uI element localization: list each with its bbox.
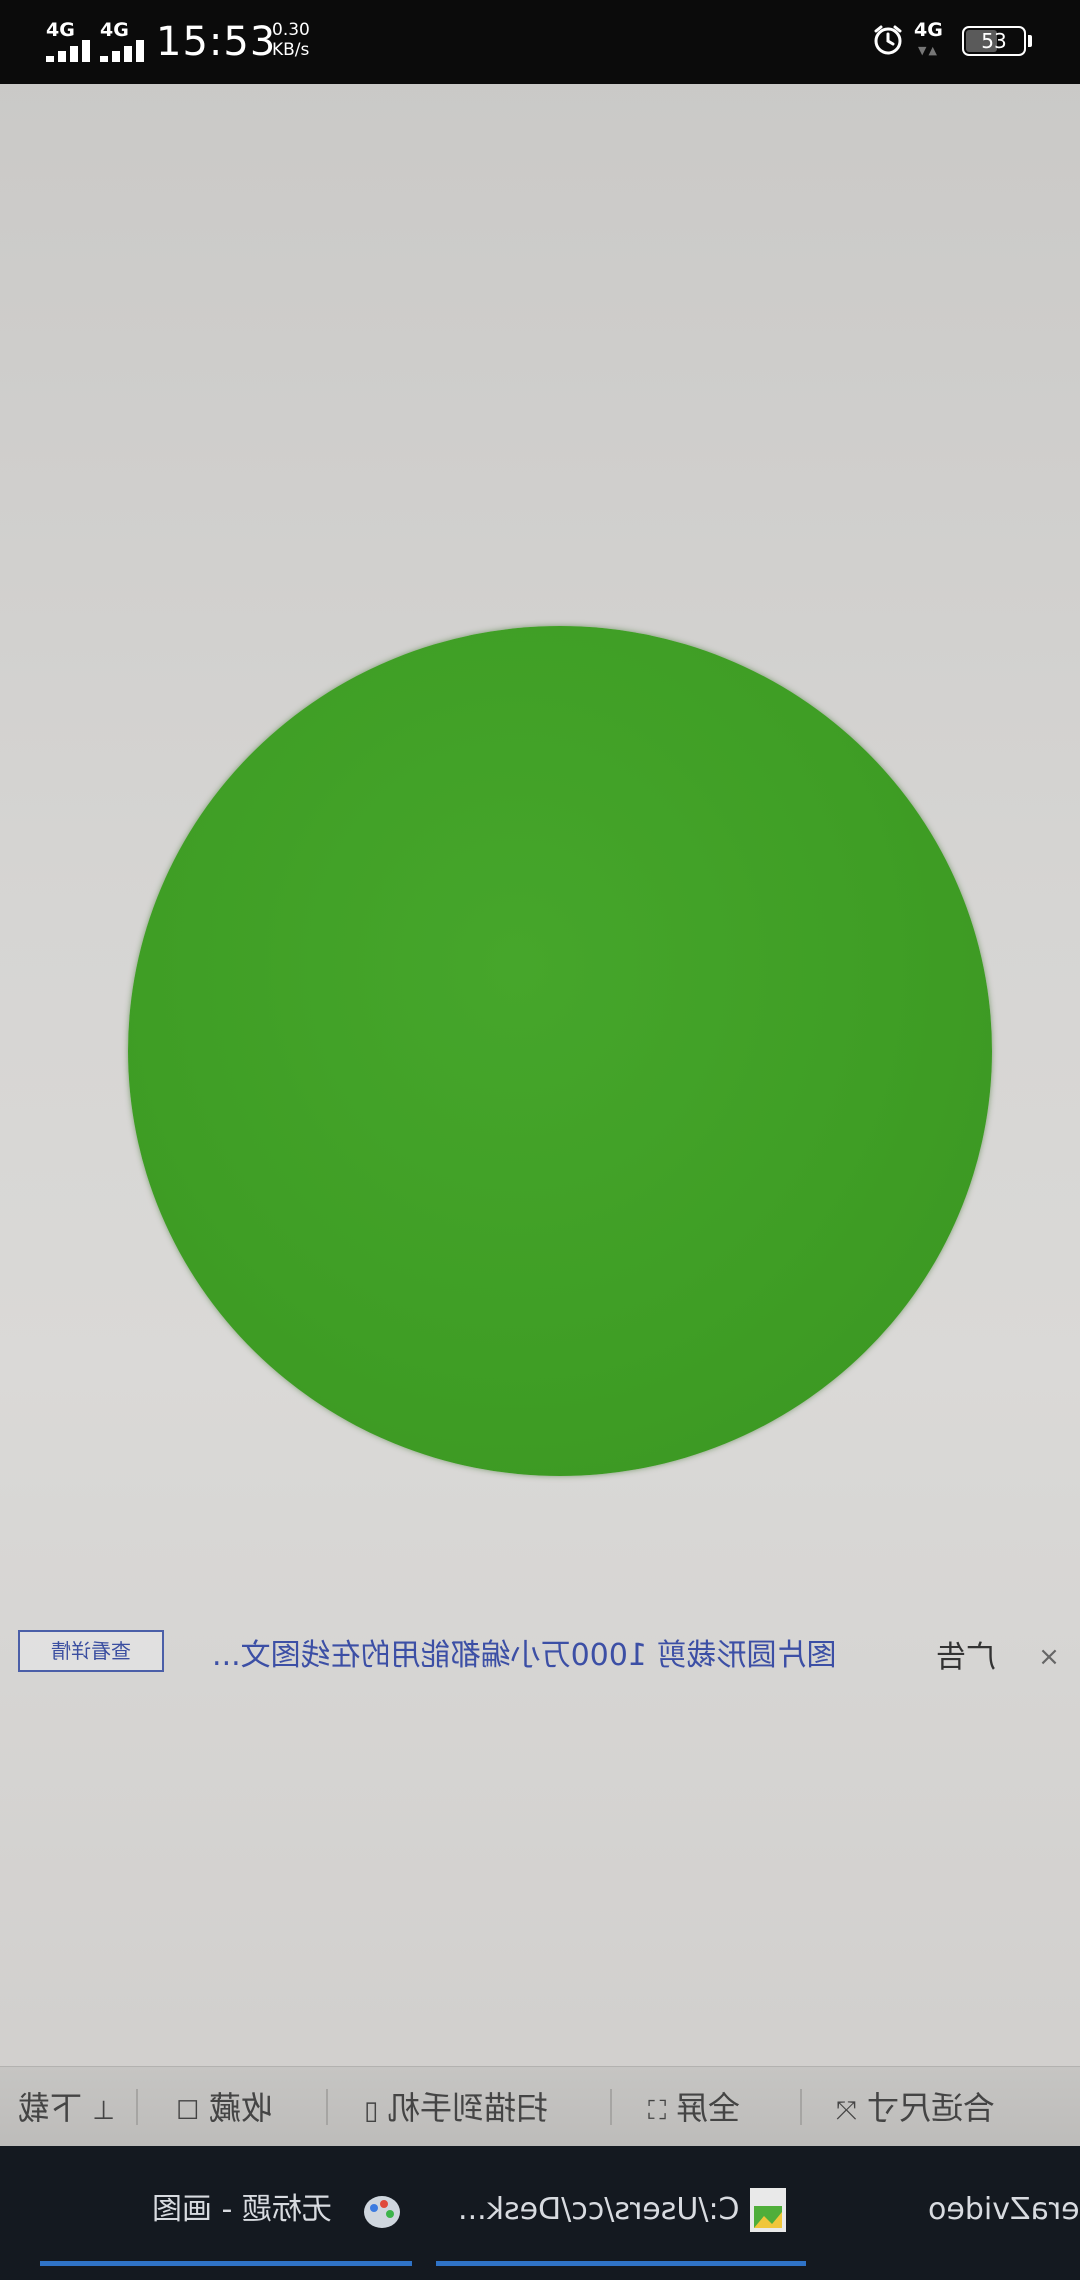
taskbar-item-image-file[interactable]: C:/Users/cc/Desk... (436, 2146, 812, 2280)
fit-size-button[interactable]: ⤧ 合适尺寸 (836, 2085, 995, 2131)
taskbar-item-paint-label: 无标题 - 画图 (152, 2192, 332, 2227)
battery-cap (1028, 35, 1032, 47)
ad-link[interactable]: 图片圆形裁剪 1000万小编都能用的在线图文... (212, 1634, 912, 1678)
ad-text: 图片圆形裁剪 1000万小编都能用的在线图文... (212, 1638, 837, 1673)
fullscreen-button[interactable]: ⛶ 全屏 (648, 2085, 740, 2131)
ad-details-label: 查看详情 (51, 1639, 131, 1663)
status-bar: 4G 4G 15:53 0.30 KB/s (0, 0, 1080, 84)
status-time: 15:53 (156, 19, 277, 65)
windows-taskbar: 无标题 - 画图 C:/Users/cc/Desk... er (0, 2146, 1080, 2280)
network-speed: 0.30 KB/s (272, 20, 310, 60)
bookmark-icon: ☐ (176, 2096, 200, 2126)
bookmark-button[interactable]: ☐ 收藏 (176, 2085, 274, 2131)
image-file-icon (750, 2188, 786, 2232)
taskbar-item-app[interactable]: eraZvideo (842, 2146, 1080, 2280)
phone-icon: ▯ (364, 2096, 379, 2126)
network-speed-unit: KB/s (272, 40, 310, 60)
paint-icon (364, 2196, 400, 2228)
image-viewer: 查看详情 图片圆形裁剪 1000万小编都能用的在线图文... 广告 × (0, 84, 1080, 2148)
taskbar-item-paint[interactable]: 无标题 - 画图 (40, 2146, 420, 2280)
download-button[interactable]: 下载 ⊥ (18, 2085, 115, 2131)
network-speed-value: 0.30 (272, 20, 310, 40)
close-icon[interactable]: × (1038, 1642, 1060, 1672)
alarm-icon (874, 25, 902, 55)
bookmark-label: 收藏 (209, 2089, 274, 2127)
fit-size-label: 合适尺寸 (866, 2089, 995, 2127)
ad-details-button[interactable]: 查看详情 (18, 1630, 164, 1672)
fit-size-icon: ⤧ (836, 2096, 857, 2126)
ad-banner[interactable]: 查看详情 图片圆形裁剪 1000万小编都能用的在线图文... 广告 × (0, 1630, 1080, 1686)
download-label: 下载 (18, 2089, 83, 2127)
ad-label: 广告 (936, 1640, 996, 1675)
data-activity-icon: ▼▲ (918, 44, 939, 57)
green-circle-image (128, 626, 992, 1476)
sim1-network-label: 4G (46, 19, 75, 41)
battery-icon: 53 (962, 26, 1026, 56)
battery-level: 53 (981, 29, 1007, 53)
data-network-label: 4G (914, 19, 943, 41)
fullscreen-icon: ⛶ (648, 2096, 667, 2126)
scan-to-phone-button[interactable]: ▯ 扫描到手机 (364, 2085, 549, 2131)
sim2-network-label: 4G (100, 19, 129, 41)
download-icon: ⊥ (92, 2096, 115, 2126)
sim2-signal-icon: 4G (100, 20, 160, 64)
taskbar-item-image-file-label: C:/Users/cc/Desk... (458, 2192, 740, 2227)
sim1-signal-icon: 4G (46, 20, 106, 64)
fullscreen-label: 全屏 (676, 2089, 741, 2127)
viewer-toolbar: 下载 ⊥ ☐ 收藏 ▯ 扫描到手机 ⛶ 全屏 ⤧ 合适尺寸 (0, 2066, 1080, 2147)
scan-to-phone-label: 扫描到手机 (388, 2089, 549, 2127)
taskbar-item-app-label: eraZvideo (928, 2192, 1080, 2227)
